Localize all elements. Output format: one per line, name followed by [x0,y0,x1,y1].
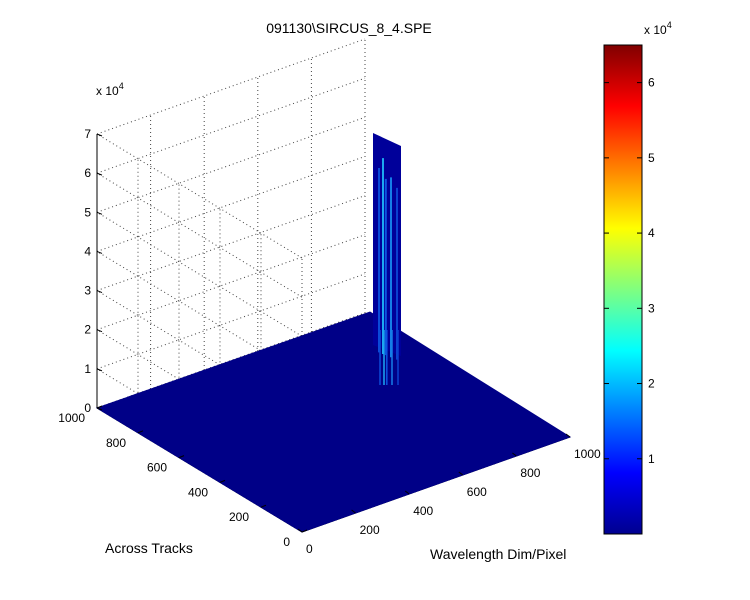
y-tick-label: 0 [283,535,290,549]
y-tick-label: 600 [147,461,167,475]
y-tick-mark [178,455,185,459]
grid-back-horizontal [96,77,366,174]
grid-floor-y [96,312,366,409]
grid-back-horizontal [96,273,366,370]
grid-back-horizontal [96,195,366,292]
z-tick-label: 4 [84,244,91,258]
grid-left-horizontal [96,172,303,298]
colorbar-tick-label: 4 [648,226,655,240]
z-tick-label: 6 [84,166,91,180]
x-tick-label: 400 [413,504,433,518]
z-tick-mark [96,211,103,215]
y-tick-mark [260,504,267,508]
grid-back-horizontal [96,116,366,213]
z-tick-label: 1 [84,362,91,376]
z-tick-mark [96,290,103,294]
grid-back-horizontal [96,155,366,252]
x-tick-mark [458,471,464,476]
z-tick-label: 7 [84,127,91,141]
z-tick-mark [96,368,103,372]
x-tick-mark [404,490,410,495]
y-axis-label: Across Tracks [105,540,193,556]
x-tick-mark [297,528,303,533]
z-axis-ticks: 0 1 2 3 4 5 6 7 [84,127,103,415]
y-axis-ticks: 0 200 400 600 800 1000 [58,405,308,549]
grid-left-horizontal [96,133,303,259]
x-tick-mark [565,433,571,438]
z-tick-mark [96,172,103,176]
surface-floor [95,311,572,533]
z-exponent-label: x 104 [96,81,124,98]
x-tick-label: 600 [467,485,487,499]
x-tick-mark [351,509,356,514]
y-tick-mark [219,479,226,483]
x-tick-label: 1000 [574,447,601,461]
y-tick-label: 800 [106,436,126,450]
x-tick-label: 800 [520,466,540,480]
y-tick-mark [301,529,308,533]
z-tick-label: 2 [84,323,91,337]
colorbar-tick-label: 1 [648,452,655,466]
x-tick-label: 0 [306,542,313,556]
colorbar-tick-label: 2 [648,377,655,391]
z-tick-mark [96,329,103,333]
colorbar-tick-label: 3 [648,301,655,315]
y-tick-label: 400 [188,485,208,499]
grid-back-horizontal [96,234,366,331]
y-tick-label: 1000 [58,411,85,425]
x-tick-mark [512,452,517,457]
colorbar-tick-label: 5 [648,151,655,165]
x-axis-label: Wavelength Dim/Pixel [430,546,566,562]
y-tick-mark [137,430,144,434]
colorbar-ticks: 1 2 3 4 5 6 [604,76,655,466]
colorbar-exponent-label: x 104 [644,20,672,37]
y-tick-mark [96,405,103,409]
chart-title: 091130\SIRCUS_8_4.SPE [266,20,432,36]
z-tick-label: 5 [84,205,91,219]
z-tick-mark [96,407,103,411]
z-tick-mark [96,250,103,254]
z-tick-label: 3 [84,284,91,298]
grid-left-horizontal [96,211,303,337]
x-axis-ticks: 0 200 400 600 800 1000 [297,433,601,556]
peak-lines [378,158,399,385]
x-tick-label: 200 [360,523,380,537]
colorbar [603,44,643,535]
z-tick-label: 0 [84,401,91,415]
y-tick-label: 200 [229,510,249,524]
colorbar-tick-label: 6 [648,76,655,90]
z-tick-mark [96,133,103,137]
grid-back-horizontal [96,38,366,135]
